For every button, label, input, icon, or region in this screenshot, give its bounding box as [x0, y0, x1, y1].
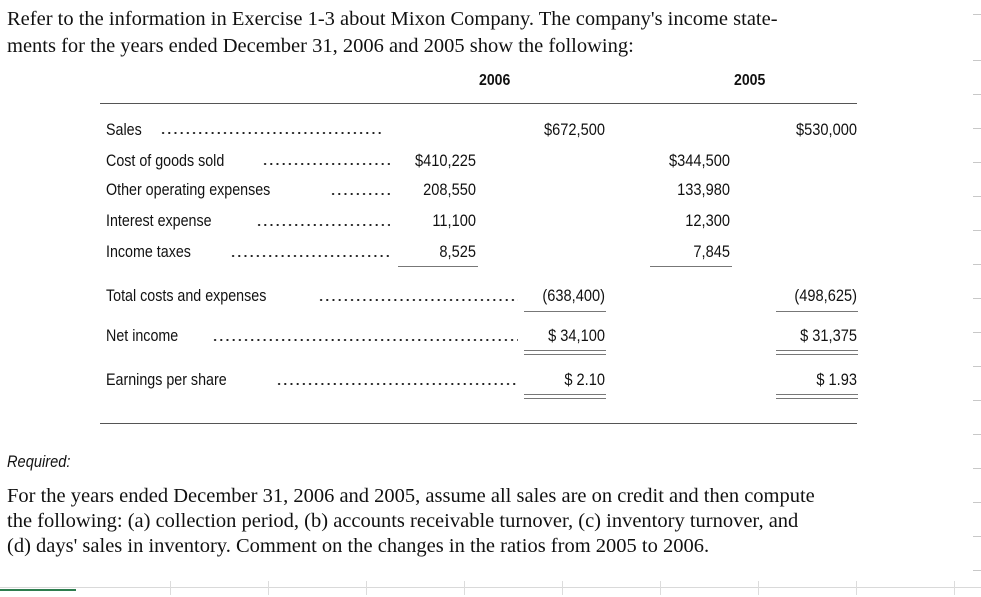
- cell-income-taxes-2006: 8,525: [439, 242, 476, 261]
- year-header-2005: 2005: [734, 72, 766, 89]
- leader-dots: [256, 223, 390, 227]
- cell-interest-2005: 12,300: [685, 211, 730, 230]
- cell-net-income-2005: $ 31,375: [800, 326, 857, 345]
- intro-line-2: ments for the years ended December 31, 2…: [7, 35, 634, 57]
- total-rule-2005: [776, 311, 858, 312]
- cell-eps-2006: $ 2.10: [564, 370, 605, 389]
- row-label-income-taxes: Income taxes: [106, 242, 191, 261]
- row-label-cogs: Cost of goods sold: [106, 151, 225, 170]
- cell-total-costs-2005: (498,625): [794, 286, 857, 305]
- cell-eps-2005: $ 1.93: [816, 370, 857, 389]
- leader-dots: [212, 338, 518, 342]
- net-income-double-rule-2005: [776, 350, 858, 355]
- subtotal-rule-2006: [398, 266, 478, 267]
- leader-dots: [230, 254, 390, 258]
- leader-dots: [276, 382, 518, 386]
- intro-paragraph: Refer to the information in Exercise 1-3…: [7, 6, 962, 60]
- cell-cogs-2006: $410,225: [415, 151, 476, 170]
- leader-dots: [262, 162, 390, 166]
- required-paragraph: For the years ended December 31, 2006 an…: [7, 484, 967, 559]
- row-label-net-income: Net income: [106, 326, 179, 345]
- required-line-2: the following: (a) collection period, (b…: [7, 510, 799, 532]
- cell-interest-2006: 11,100: [432, 211, 476, 230]
- leader-dots: [160, 131, 382, 135]
- cell-other-operating-2006: 208,550: [423, 180, 476, 199]
- bottom-border: [0, 587, 981, 588]
- intro-line-1: Refer to the information in Exercise 1-3…: [7, 8, 778, 30]
- row-label-total-costs: Total costs and expenses: [106, 286, 267, 305]
- year-header-2006: 2006: [479, 72, 511, 89]
- leader-dots: [318, 298, 518, 302]
- subtotal-rule-2005: [650, 266, 732, 267]
- required-line-3: (d) days' sales in inventory. Comment on…: [7, 535, 710, 557]
- selected-cell-indicator[interactable]: [0, 589, 76, 597]
- table-bottom-rule: [100, 423, 857, 424]
- cell-income-taxes-2005: 7,845: [693, 242, 730, 261]
- cell-other-operating-2005: 133,980: [677, 180, 730, 199]
- row-label-other-operating: Other operating expenses: [106, 180, 271, 199]
- table-top-rule: [100, 103, 857, 104]
- total-rule-2006: [524, 311, 606, 312]
- row-label-eps: Earnings per share: [106, 370, 227, 389]
- cell-sales-2005: $530,000: [796, 120, 857, 139]
- required-line-1: For the years ended December 31, 2006 an…: [7, 485, 815, 507]
- row-label-sales: Sales: [106, 120, 142, 139]
- net-income-double-rule-2006: [524, 350, 606, 355]
- cell-net-income-2006: $ 34,100: [548, 326, 605, 345]
- required-label: Required:: [7, 452, 71, 471]
- cell-total-costs-2006: (638,400): [542, 286, 605, 305]
- cell-cogs-2005: $344,500: [669, 151, 730, 170]
- eps-double-rule-2005: [776, 394, 858, 399]
- row-label-interest: Interest expense: [106, 211, 212, 230]
- eps-double-rule-2006: [524, 394, 606, 399]
- leader-dots: [330, 192, 390, 196]
- cell-sales-2006: $672,500: [544, 120, 605, 139]
